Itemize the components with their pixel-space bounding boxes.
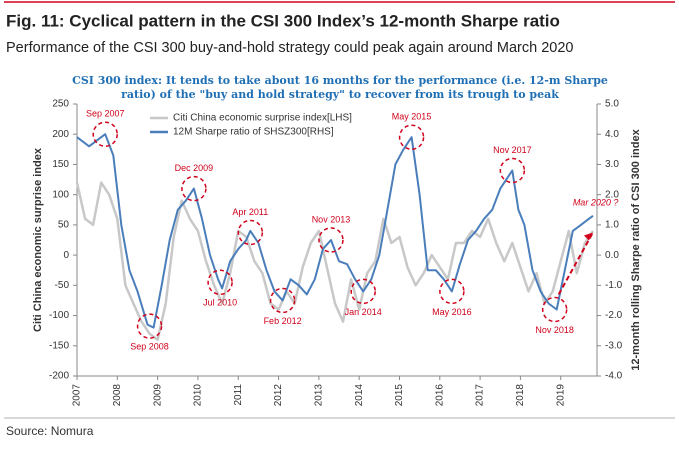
x-tick-label: 2009 (152, 384, 163, 407)
x-tick-label: 2015 (394, 384, 405, 407)
annotation-circle (541, 296, 568, 323)
annotation-label: Sep 2008 (130, 342, 169, 352)
y-tick-label: 0 (63, 250, 69, 261)
series-line (76, 133, 594, 329)
annotation-label: Nov 2018 (535, 325, 574, 335)
annotation-circle (398, 124, 425, 150)
plot: -200 -150 -100 -50 0 50 100 150 200 250 -4.0 -3.0 -2… (32, 99, 642, 407)
annotation-circle (439, 278, 465, 305)
annotation-circle (237, 219, 264, 246)
y-tick-label: -100 (49, 310, 69, 321)
annotation-circle (136, 313, 163, 339)
annotation-label: Feb 2012 (264, 316, 302, 326)
forecast-label: Mar 2020 ? (573, 197, 619, 207)
y2-tick-label: -1.0 (605, 280, 623, 291)
annotation-circle (181, 175, 207, 202)
annotation-label: May 2016 (432, 307, 472, 317)
annotation-label: May 2015 (392, 112, 432, 122)
annotation-label: Jan 2014 (345, 307, 382, 317)
series-line (75, 181, 595, 341)
y2-tick-label: -2.0 (605, 310, 623, 321)
y-tick-label: 100 (52, 189, 69, 200)
y-tick-label: 200 (52, 129, 69, 140)
y2-tick-label: -3.0 (605, 340, 623, 351)
x-tick-label: 2012 (273, 384, 284, 407)
y-tick-label: 50 (58, 220, 70, 231)
chart-title-box: CSI 300 index: It tends to take about 16… (72, 74, 608, 101)
y-tick-label: -150 (49, 340, 69, 351)
legend-label: Citi China economic surprise index[LHS] (173, 113, 352, 124)
y2-axis-title: 12-month rolling Sharpe ratio of CSI 300… (630, 128, 642, 370)
annotation-circle (350, 278, 376, 305)
x-tick-label: 2014 (354, 384, 365, 407)
forecast-arrow (557, 231, 594, 295)
x-tick-label: 2019 (555, 384, 566, 407)
annotation-label: Nov 2013 (312, 214, 351, 224)
legend-label: 12M Sharpe ratio of SHSZ300[RHS] (173, 127, 334, 138)
x-tick-label: 2013 (314, 384, 325, 407)
annotation-label: Jul 2010 (203, 298, 237, 308)
y-tick-label: -200 (49, 371, 69, 382)
annotation-label: Apr 2011 (232, 207, 268, 217)
source: Source: Nomura (6, 424, 94, 438)
y2-tick-label: 0.0 (605, 250, 619, 261)
annotation-circle (318, 227, 344, 253)
y2-tick-label: 3.0 (605, 159, 619, 170)
x-tick-label: 2011 (233, 384, 244, 406)
x-tick-label: 2016 (434, 384, 445, 407)
x-tick-label: 2007 (72, 384, 83, 407)
annotation-circle (499, 157, 526, 184)
y2-tick-label: 1.0 (605, 220, 619, 231)
annotation-circle (207, 269, 233, 296)
annotation-label: Nov 2017 (493, 145, 532, 155)
y-axis-title: Citi China economic surprise index (32, 147, 44, 332)
x-tick-label: 2008 (112, 384, 123, 407)
page-subtitle: Performance of the CSI 300 buy-and-hold … (6, 40, 573, 56)
x-tick-label: 2017 (475, 384, 486, 407)
annotation-circle (92, 121, 118, 147)
x-tick-label: 2018 (515, 384, 526, 407)
y2-tick-label: 2.0 (605, 189, 619, 200)
annotation-label: Sep 2007 (86, 109, 125, 119)
y-tick-label: 150 (52, 159, 69, 170)
page-title: Fig. 11: Cyclical pattern in the CSI 300… (6, 11, 560, 30)
annotation-circle (269, 287, 296, 314)
annotation-label: Dec 2009 (175, 163, 214, 173)
x-tick-label: 2010 (193, 384, 204, 407)
y-tick-label: -50 (55, 280, 70, 291)
y2-tick-label: -4.0 (605, 371, 623, 382)
forecast-arrowhead (583, 232, 593, 241)
y2-tick-label: 5.0 (605, 99, 619, 110)
y-tick-label: 250 (52, 99, 69, 110)
chart-title: CSI 300 index: It tends to take about 16… (72, 74, 608, 101)
y2-tick-label: 4.0 (605, 129, 619, 140)
